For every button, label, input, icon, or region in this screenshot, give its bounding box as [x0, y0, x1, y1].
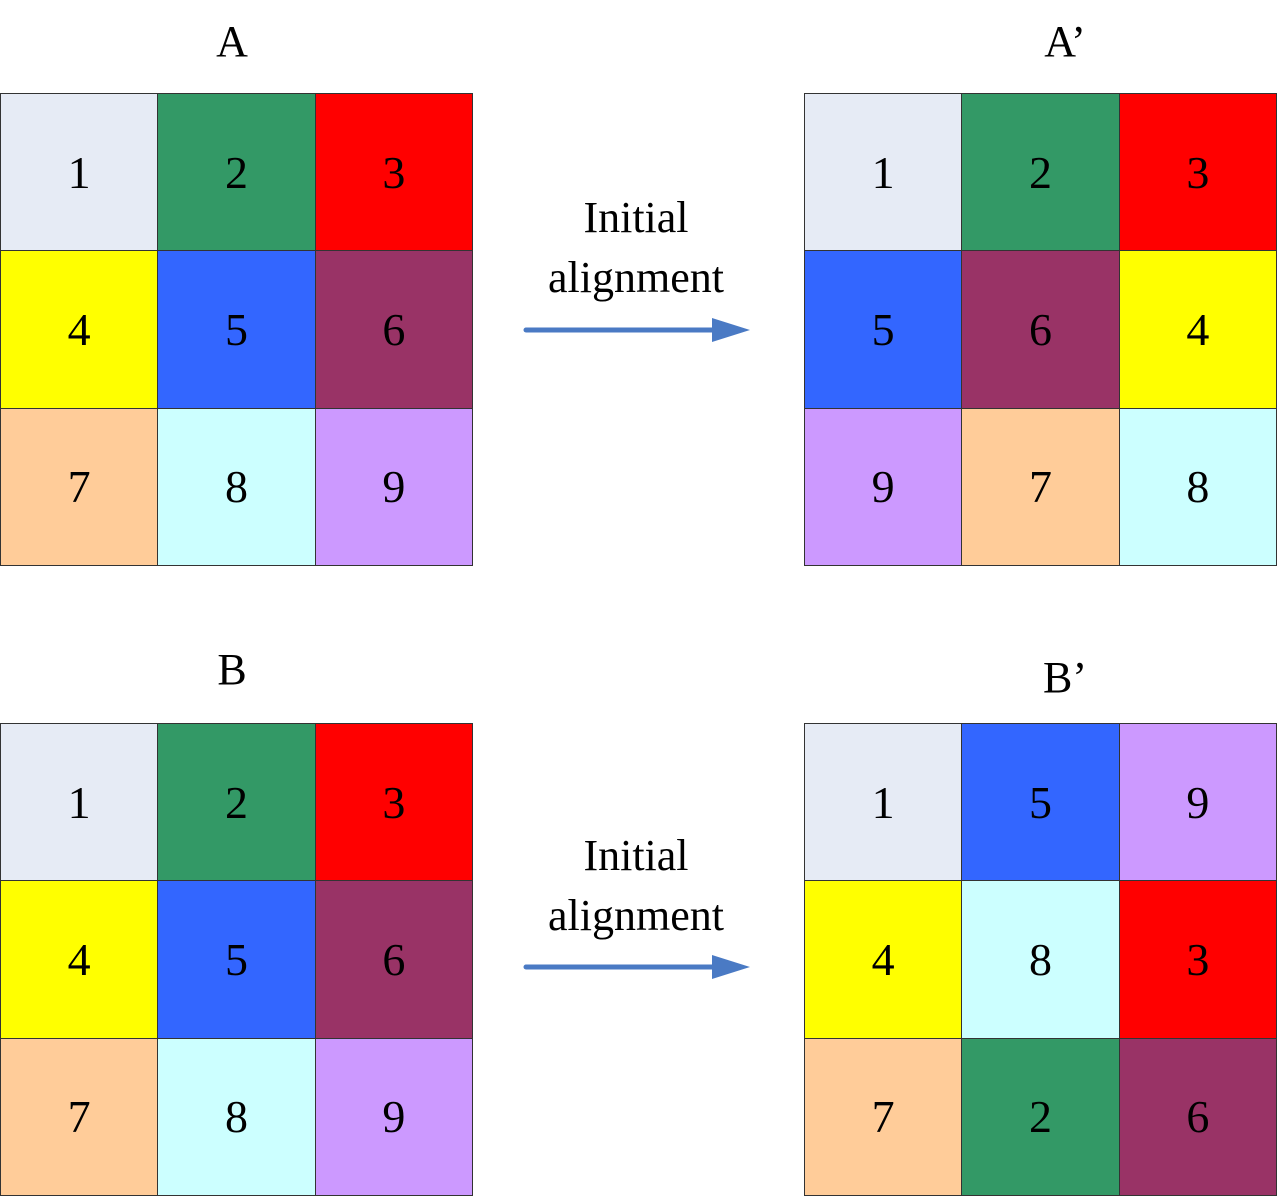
arrow-label-top-line1: Initial	[583, 193, 689, 242]
arrow-label-top-line2: alignment	[548, 253, 724, 302]
grid-cell-1: 1	[805, 724, 963, 882]
arrow-label-bottom: Initial alignment	[506, 826, 766, 946]
title-b-prime: B’	[1043, 653, 1087, 702]
grid-cell-2: 2	[158, 94, 316, 252]
grid-cell-7: 7	[962, 408, 1120, 566]
grid-cell-3: 3	[1119, 94, 1277, 252]
arrow-top-head	[712, 318, 750, 342]
arrow-right-icon-top	[523, 318, 750, 342]
grid-cell-5: 5	[962, 724, 1120, 882]
grid-cell-1: 1	[1, 94, 159, 252]
arrow-right-icon-bottom	[523, 955, 750, 979]
grid-cell-8: 8	[158, 1038, 316, 1196]
grid-cell-4: 4	[1, 251, 159, 409]
grid-cell-6: 6	[962, 251, 1120, 409]
grid-cell-1: 1	[805, 94, 963, 252]
title-a: A	[216, 17, 248, 66]
grid-cell-9: 9	[315, 408, 473, 566]
grid-cell-2: 2	[158, 724, 316, 882]
title-a-prime: A’	[1044, 17, 1086, 66]
grid-cell-3: 3	[315, 724, 473, 882]
grid-cell-6: 6	[315, 881, 473, 1039]
arrow-label-bottom-line2: alignment	[548, 891, 724, 940]
title-b: B	[217, 645, 247, 694]
grid-cell-8: 8	[1119, 408, 1277, 566]
arrow-label-top: Initial alignment	[506, 188, 766, 308]
grid-cell-3: 3	[1119, 881, 1277, 1039]
grid-cell-5: 5	[158, 251, 316, 409]
grid-cell-1: 1	[1, 724, 159, 882]
grid-cell-4: 4	[1119, 251, 1277, 409]
grid-cell-5: 5	[158, 881, 316, 1039]
grid-cell-4: 4	[805, 881, 963, 1039]
arrow-bottom-head	[712, 955, 750, 979]
grid-cell-3: 3	[315, 94, 473, 252]
grid-cell-9: 9	[1119, 724, 1277, 882]
grid-cell-9: 9	[805, 408, 963, 566]
grid-cell-6: 6	[1119, 1038, 1277, 1196]
grid-cell-9: 9	[315, 1038, 473, 1196]
grid-cell-5: 5	[805, 251, 963, 409]
grid-cell-7: 7	[1, 408, 159, 566]
grid-cell-8: 8	[158, 408, 316, 566]
grid-cell-6: 6	[315, 251, 473, 409]
grid-cell-7: 7	[805, 1038, 963, 1196]
grid-cell-2: 2	[962, 94, 1120, 252]
grid-cell-8: 8	[962, 881, 1120, 1039]
arrow-label-bottom-line1: Initial	[583, 831, 689, 880]
grid-cell-4: 4	[1, 881, 159, 1039]
grid-cell-2: 2	[962, 1038, 1120, 1196]
grid-cell-7: 7	[1, 1038, 159, 1196]
